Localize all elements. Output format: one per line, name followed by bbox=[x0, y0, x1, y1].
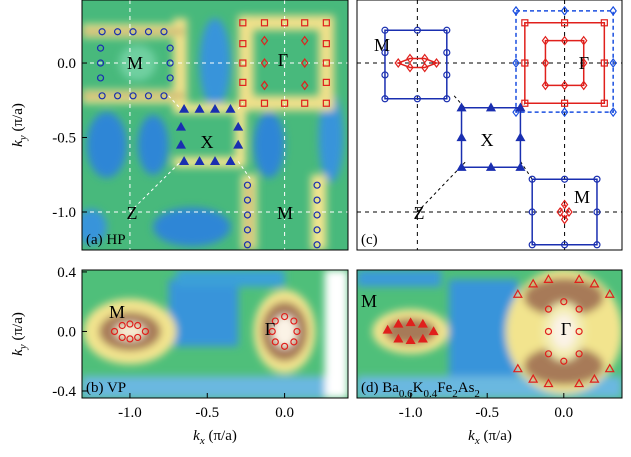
panel-label-part: (c) bbox=[361, 232, 378, 248]
y-axis-label: ky (π/a) bbox=[10, 312, 29, 356]
y-tick-label: 0.4 bbox=[57, 265, 76, 281]
panel-label-part: As bbox=[458, 380, 475, 396]
point-label: M bbox=[374, 35, 390, 55]
y-tick-label: 0.0 bbox=[57, 56, 76, 72]
x-axis-label: kx (π/a) bbox=[193, 428, 237, 447]
point-label: Γ bbox=[265, 319, 275, 339]
y-axis-label: ky (π/a) bbox=[10, 103, 29, 147]
panel-label: (a) HP bbox=[86, 232, 126, 248]
point-label: Γ bbox=[278, 50, 288, 70]
intensity-map bbox=[357, 269, 622, 398]
y-tick-label: -0.4 bbox=[52, 384, 76, 400]
map-band bbox=[325, 270, 348, 398]
panel: M Γ (b) VP -1.0 -0.5 0.0 0.4 0.0 -0.4 ky (π/a) kx … bbox=[10, 265, 348, 447]
panel-label-part: Fe bbox=[437, 380, 452, 396]
map-band bbox=[176, 270, 284, 287]
panel-label: (c) bbox=[361, 232, 378, 248]
map-blob bbox=[87, 112, 127, 178]
point-label: X bbox=[481, 130, 494, 150]
axis-unit: (π/a) bbox=[480, 428, 512, 444]
x-tick-label: -0.5 bbox=[195, 405, 219, 421]
x-tick-label: -1.0 bbox=[399, 405, 423, 421]
x-tick-label: -0.5 bbox=[475, 405, 499, 421]
map-blob bbox=[138, 115, 169, 175]
axis-unit: (π/a) bbox=[10, 312, 26, 344]
panel-label-part: (b) VP bbox=[86, 380, 126, 396]
panel: M Γ X Z M (c) bbox=[357, 0, 622, 250]
map-band bbox=[82, 30, 184, 33]
panel-label: (b) VP bbox=[86, 380, 126, 396]
axis-unit: (π/a) bbox=[10, 103, 26, 135]
y-tick-label: -0.5 bbox=[52, 131, 76, 147]
axis-unit: (π/a) bbox=[205, 428, 237, 444]
x-tick-label: 0.0 bbox=[554, 405, 573, 421]
x-tick-label: -1.0 bbox=[118, 405, 142, 421]
y-tick-label: -1.0 bbox=[52, 205, 76, 221]
map-band bbox=[169, 279, 239, 346]
point-label: M bbox=[127, 53, 143, 73]
point-label: Z bbox=[127, 203, 138, 223]
map-blob bbox=[254, 112, 285, 178]
x-tick-label: 0.0 bbox=[275, 405, 294, 421]
point-label: Γ bbox=[561, 319, 571, 339]
map-blob bbox=[153, 208, 230, 247]
map-band bbox=[357, 270, 441, 287]
figure: M Γ X Z M (a) HP 0.0 -0.5 -1.0 ky (π/a) M Γ (b) VP -1… bbox=[0, 0, 631, 457]
map-band bbox=[235, 108, 246, 168]
point-label: X bbox=[201, 132, 214, 152]
point-label: Γ bbox=[579, 53, 589, 73]
x-axis-label: kx (π/a) bbox=[468, 428, 512, 447]
point-label: M bbox=[574, 187, 590, 207]
point-label: M bbox=[109, 302, 125, 322]
panel-label-part: K bbox=[413, 380, 424, 396]
panel: M Γ X Z M (a) HP 0.0 -0.5 -1.0 ky (π/a) bbox=[10, 0, 348, 250]
point-label: Z bbox=[414, 203, 425, 223]
y-tick-label: 0.0 bbox=[57, 324, 76, 340]
panel-label-part: (a) HP bbox=[86, 232, 126, 248]
point-label: M bbox=[361, 291, 377, 311]
panel-label-part: (d) Ba bbox=[361, 380, 399, 396]
point-label: M bbox=[277, 203, 293, 223]
